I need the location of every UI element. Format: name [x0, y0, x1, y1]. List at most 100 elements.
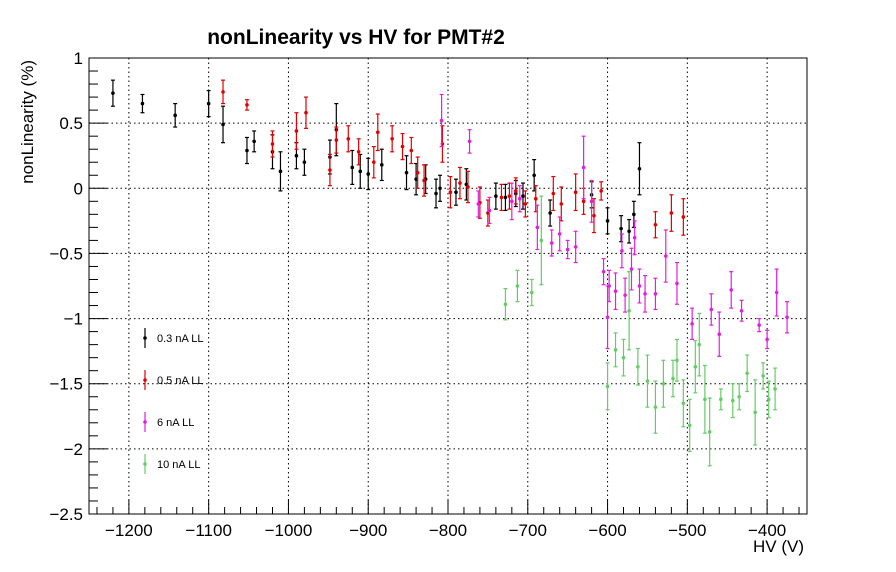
marker: [661, 381, 666, 386]
data-point: [422, 164, 427, 197]
marker: [366, 172, 371, 176]
marker: [414, 177, 418, 181]
data-point: [785, 301, 790, 334]
marker: [675, 358, 679, 363]
data-point: [520, 182, 525, 210]
series-3: [439, 93, 790, 357]
y-tick-label: −0.5: [49, 244, 83, 263]
legend-marker: [143, 336, 147, 340]
data-point: [773, 367, 778, 411]
data-point: [507, 182, 512, 210]
marker: [467, 139, 472, 144]
data-point: [464, 168, 469, 201]
data-point: [621, 338, 626, 377]
marker: [745, 371, 749, 376]
marker: [592, 213, 596, 218]
y-tick-label: −2: [64, 440, 83, 459]
data-point: [707, 397, 712, 467]
data-point: [627, 271, 632, 351]
marker: [466, 185, 470, 189]
data-point: [110, 79, 115, 107]
data-point: [774, 268, 779, 317]
data-point: [730, 383, 735, 419]
marker: [539, 238, 544, 243]
data-point: [670, 359, 675, 398]
data-point: [509, 182, 514, 221]
marker: [328, 168, 332, 172]
x-tick-label: −1200: [105, 521, 153, 540]
data-point: [663, 229, 668, 283]
data-point: [632, 220, 637, 256]
marker: [675, 281, 679, 286]
data-point: [669, 194, 674, 232]
marker: [350, 165, 355, 170]
data-point: [607, 269, 612, 303]
x-tick-label: −1100: [185, 521, 231, 540]
data-point: [221, 79, 226, 105]
marker: [375, 130, 380, 135]
marker: [632, 212, 636, 217]
marker: [173, 113, 177, 118]
marker: [573, 190, 578, 194]
marker: [438, 186, 442, 191]
marker: [507, 194, 512, 198]
marker: [518, 196, 522, 201]
data-point: [589, 179, 594, 223]
data-point: [591, 198, 596, 234]
data-point: [681, 198, 686, 236]
marker: [687, 423, 692, 428]
legend-label: 0.3 nA LL: [157, 333, 204, 345]
marker: [653, 292, 658, 296]
marker: [671, 376, 675, 381]
data-point: [693, 340, 698, 394]
marker: [400, 144, 405, 149]
data-point: [439, 93, 444, 148]
data-point: [221, 105, 226, 144]
marker: [510, 199, 514, 204]
data-point: [690, 307, 695, 341]
data-point: [653, 380, 658, 434]
marker: [390, 136, 394, 141]
marker: [681, 401, 686, 406]
marker: [581, 165, 586, 170]
x-tick-label: −800: [429, 521, 467, 540]
marker: [486, 211, 490, 215]
data-point: [366, 157, 371, 191]
legend-marker: [143, 462, 147, 466]
marker: [697, 342, 702, 347]
marker: [551, 191, 556, 196]
data-point: [303, 96, 308, 129]
marker: [663, 254, 668, 258]
marker: [439, 118, 444, 123]
marker: [645, 379, 650, 383]
marker: [557, 232, 562, 236]
marker: [245, 103, 249, 107]
marker: [494, 194, 498, 198]
marker: [464, 182, 469, 187]
marker: [278, 169, 283, 174]
data-point: [244, 99, 249, 111]
data-point: [278, 151, 283, 192]
marker: [549, 241, 554, 245]
marker: [581, 199, 586, 204]
data-point: [523, 190, 528, 218]
data-point: [605, 207, 610, 235]
data-point: [702, 364, 707, 434]
marker: [294, 153, 299, 158]
marker: [637, 166, 642, 171]
data-point: [244, 136, 249, 165]
marker: [629, 267, 634, 271]
marker: [409, 148, 414, 153]
data-point: [375, 113, 380, 152]
data-point: [465, 170, 470, 204]
data-point: [573, 230, 578, 264]
marker: [637, 284, 642, 288]
data-point: [346, 125, 351, 153]
y-tick-label: 0.5: [59, 114, 83, 133]
marker: [448, 190, 453, 194]
data-point: [599, 181, 604, 201]
marker: [605, 219, 610, 223]
marker: [669, 211, 674, 215]
data-point: [390, 125, 395, 153]
marker: [206, 101, 211, 106]
